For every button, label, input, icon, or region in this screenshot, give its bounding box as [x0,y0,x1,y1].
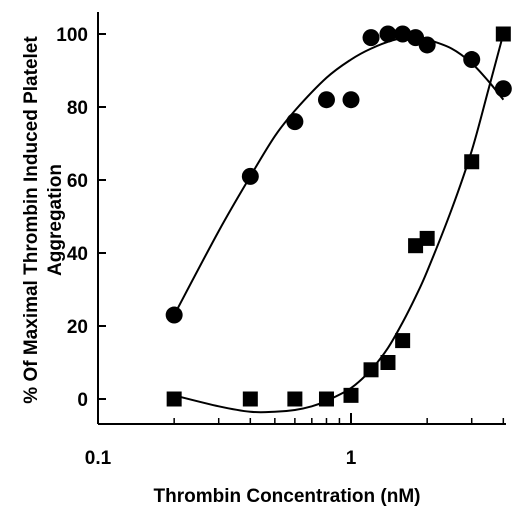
circle-point-2 [286,113,304,131]
square-point-11 [495,26,511,42]
x-axis-title: Thrombin Concentration (nM) [153,486,420,507]
circle-point-5 [362,29,380,47]
fit-curve-circle [173,36,505,316]
y-tick-label-0: 0 [77,390,88,411]
square-point-9 [419,230,435,246]
circle-point-0 [165,306,183,324]
circle-point-11 [494,80,512,98]
y-axis-title-line-1: % Of Maximal Thrombin Induced Platelet [21,36,42,404]
y-tick-label-60: 60 [67,171,88,192]
y-tick-label-20: 20 [67,317,88,338]
square-point-8 [408,238,424,254]
square-point-1 [242,391,258,407]
axes: 0 20 40 60 80 100 0.1 1 [56,12,506,469]
square-point-6 [380,355,396,370]
square-point-5 [363,362,379,378]
square-point-3 [318,391,334,407]
y-tick-label-40: 40 [67,244,88,265]
x-tick-label-0: 0.1 [85,448,112,469]
square-point-10 [464,154,480,170]
square-point-0 [166,391,182,407]
fit-curves [173,33,505,414]
circle-point-6 [379,25,397,43]
circle-point-3 [317,91,335,109]
circle-point-9 [418,36,436,54]
circle-point-7 [394,25,412,43]
square-point-7 [395,333,411,349]
data-points [165,25,512,407]
y-tick-label-100: 100 [56,25,88,46]
circle-point-10 [463,51,481,69]
y-tick-label-80: 80 [67,98,88,119]
square-point-2 [287,391,303,407]
circle-point-1 [241,167,259,185]
circle-point-4 [342,91,360,109]
y-axis-title-line-2: Aggregation [45,164,66,276]
square-point-4 [343,387,359,403]
x-tick-label-1: 1 [346,448,357,469]
